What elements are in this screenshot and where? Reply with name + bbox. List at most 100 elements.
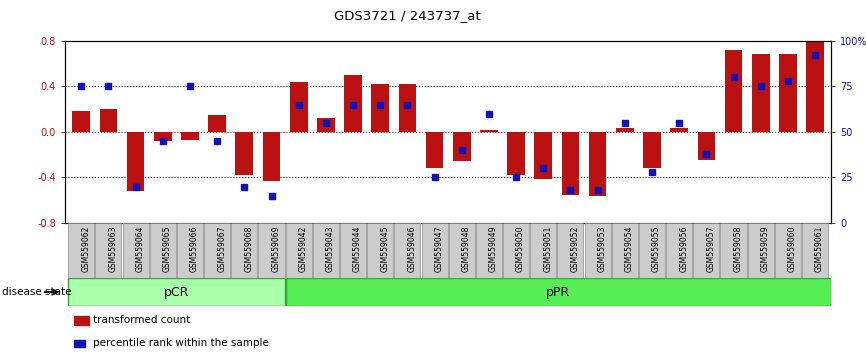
Bar bbox=[231, 223, 257, 278]
Bar bbox=[398, 84, 417, 132]
Bar bbox=[802, 223, 828, 278]
Bar bbox=[123, 223, 149, 278]
Text: transformed count: transformed count bbox=[93, 315, 190, 325]
Point bbox=[482, 111, 496, 116]
Point bbox=[645, 169, 659, 175]
Point bbox=[237, 184, 251, 189]
Point bbox=[210, 138, 224, 144]
Point bbox=[129, 184, 143, 189]
Bar bbox=[507, 132, 525, 175]
Bar bbox=[530, 223, 556, 278]
Text: GSM559043: GSM559043 bbox=[326, 225, 335, 272]
Bar bbox=[453, 132, 470, 161]
Point bbox=[400, 102, 414, 107]
Text: GSM559063: GSM559063 bbox=[108, 225, 118, 272]
Bar bbox=[100, 109, 117, 132]
Bar bbox=[589, 132, 606, 196]
Bar bbox=[643, 132, 661, 169]
Bar bbox=[585, 223, 611, 278]
Bar bbox=[558, 223, 584, 278]
Point bbox=[74, 84, 88, 89]
Bar bbox=[290, 82, 307, 132]
Text: pCR: pCR bbox=[164, 286, 189, 298]
Text: GSM559053: GSM559053 bbox=[598, 225, 606, 272]
Bar bbox=[150, 223, 176, 278]
Point bbox=[591, 187, 604, 193]
Text: GSM559062: GSM559062 bbox=[81, 225, 90, 272]
Text: GSM559068: GSM559068 bbox=[244, 225, 254, 272]
Point bbox=[455, 147, 469, 153]
Text: GSM559059: GSM559059 bbox=[760, 225, 770, 272]
Point bbox=[265, 193, 279, 199]
Point bbox=[672, 120, 686, 126]
Bar bbox=[367, 223, 393, 278]
Point bbox=[156, 138, 170, 144]
Text: GSM559046: GSM559046 bbox=[407, 225, 417, 272]
Point bbox=[346, 102, 360, 107]
Point bbox=[428, 175, 442, 180]
Bar bbox=[534, 132, 553, 178]
Bar bbox=[426, 132, 443, 169]
Bar bbox=[177, 223, 203, 278]
Bar bbox=[68, 223, 94, 278]
Point bbox=[727, 74, 740, 80]
Bar bbox=[503, 223, 529, 278]
Point bbox=[373, 102, 387, 107]
Text: GSM559048: GSM559048 bbox=[462, 225, 471, 272]
Point bbox=[700, 151, 714, 156]
Text: GSM559060: GSM559060 bbox=[788, 225, 797, 272]
Point bbox=[509, 175, 523, 180]
Bar bbox=[313, 223, 339, 278]
Text: GSM559054: GSM559054 bbox=[624, 225, 634, 272]
Bar bbox=[449, 223, 475, 278]
Text: percentile rank within the sample: percentile rank within the sample bbox=[93, 338, 268, 348]
Text: GSM559049: GSM559049 bbox=[489, 225, 498, 272]
Bar bbox=[670, 129, 688, 132]
Text: GSM559061: GSM559061 bbox=[815, 225, 824, 272]
Text: GSM559051: GSM559051 bbox=[543, 225, 553, 272]
Bar bbox=[154, 132, 171, 141]
Point bbox=[617, 120, 631, 126]
Bar bbox=[286, 278, 830, 306]
Text: GSM559044: GSM559044 bbox=[353, 225, 362, 272]
Bar bbox=[422, 223, 448, 278]
Bar bbox=[721, 223, 746, 278]
Bar bbox=[806, 41, 824, 132]
Bar bbox=[616, 129, 634, 132]
Bar bbox=[204, 223, 230, 278]
Text: GSM559069: GSM559069 bbox=[272, 225, 281, 272]
Point bbox=[753, 84, 767, 89]
Bar bbox=[344, 75, 362, 132]
Point bbox=[101, 84, 115, 89]
Bar bbox=[747, 223, 773, 278]
Bar bbox=[317, 118, 334, 132]
Bar bbox=[476, 223, 502, 278]
Point bbox=[781, 78, 795, 84]
Text: disease state: disease state bbox=[2, 287, 71, 297]
Bar bbox=[697, 132, 715, 160]
Bar bbox=[73, 112, 90, 132]
Text: GSM559045: GSM559045 bbox=[380, 225, 389, 272]
Point bbox=[808, 52, 822, 58]
Bar bbox=[286, 223, 312, 278]
Point bbox=[536, 166, 550, 171]
Text: GSM559067: GSM559067 bbox=[217, 225, 226, 272]
Text: GSM559058: GSM559058 bbox=[734, 225, 742, 272]
Text: pPR: pPR bbox=[546, 286, 571, 298]
Text: GSM559052: GSM559052 bbox=[571, 225, 579, 272]
Bar bbox=[95, 223, 121, 278]
Bar bbox=[775, 223, 801, 278]
Bar bbox=[752, 55, 770, 132]
Bar bbox=[258, 223, 285, 278]
Bar bbox=[562, 132, 579, 195]
Text: GSM559047: GSM559047 bbox=[435, 225, 443, 272]
Bar bbox=[262, 132, 281, 181]
Bar bbox=[394, 223, 420, 278]
Text: GSM559056: GSM559056 bbox=[679, 225, 688, 272]
Text: GSM559042: GSM559042 bbox=[299, 225, 307, 272]
Point bbox=[183, 84, 197, 89]
Point bbox=[564, 187, 578, 193]
Bar bbox=[340, 223, 366, 278]
Bar bbox=[209, 115, 226, 132]
Text: GSM559065: GSM559065 bbox=[163, 225, 171, 272]
